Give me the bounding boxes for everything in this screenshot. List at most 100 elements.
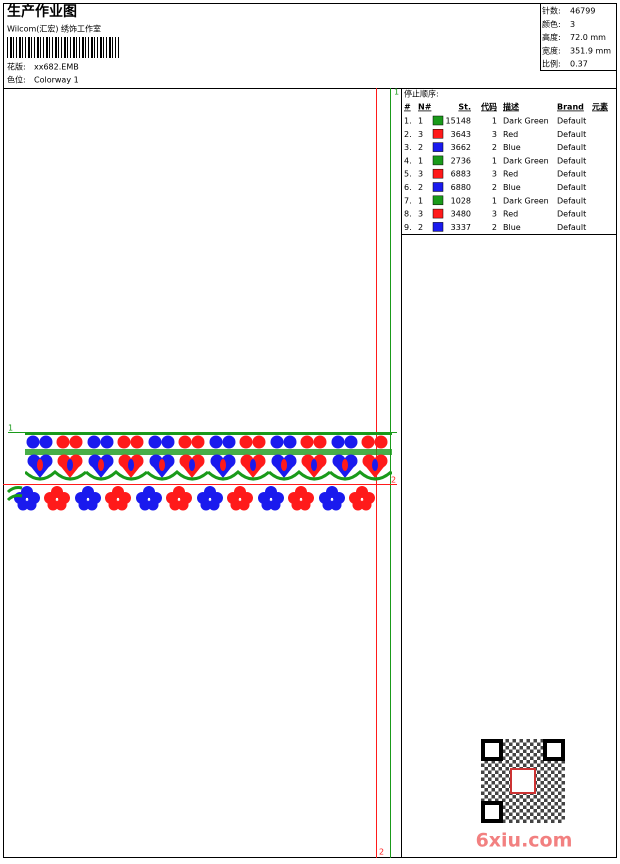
marker: 1	[8, 424, 13, 433]
cell: 1	[492, 156, 497, 165]
cell: Blue	[503, 223, 521, 232]
cell: Default	[557, 210, 586, 219]
info-label: 颜色:	[542, 19, 561, 29]
embroidery-design	[6, 486, 23, 502]
colorway: Colorway 1	[34, 76, 79, 85]
qr-code	[481, 739, 565, 823]
cell: 3337	[451, 223, 471, 232]
marker: 2	[391, 476, 396, 485]
cell: 2	[418, 143, 423, 152]
info-value: 72.0 mm	[570, 33, 606, 42]
column-header: Brand	[557, 103, 584, 112]
title: 生产作业图	[7, 3, 77, 20]
color-swatch	[432, 115, 444, 126]
cell: Red	[503, 130, 518, 139]
cell: 1	[418, 156, 423, 165]
cell: Default	[557, 130, 586, 139]
cell: 9.	[404, 223, 412, 232]
cell: 1028	[451, 196, 471, 205]
cell: Default	[557, 196, 586, 205]
color-swatch	[432, 168, 444, 179]
info-value: 0.37	[570, 60, 588, 69]
embroidery-design	[25, 432, 392, 482]
cell: 3	[418, 210, 423, 219]
cell: 1	[418, 117, 423, 126]
color-swatch	[432, 182, 444, 192]
column-header: 描述	[503, 102, 519, 112]
watermark: 6xiu.com	[476, 830, 573, 852]
cell: 3	[492, 210, 497, 219]
cell: 1.	[404, 117, 412, 126]
embroidery-design	[12, 484, 379, 512]
color-swatch	[432, 222, 444, 232]
colorway-label: 色位:	[7, 75, 26, 85]
cell: 15148	[446, 117, 471, 126]
column-header: 元素	[592, 102, 608, 112]
cell: Default	[557, 156, 586, 165]
cell: Default	[557, 117, 586, 126]
cell: Blue	[503, 143, 521, 152]
info-value: 351.9 mm	[570, 46, 611, 55]
info-label: 针数:	[542, 6, 561, 16]
cell: 6880	[451, 183, 471, 192]
cell: Default	[557, 223, 586, 232]
cell: 3	[418, 130, 423, 139]
cell: 2	[418, 183, 423, 192]
studio: Wilcom(汇宏) 绣饰工作室	[7, 24, 101, 34]
cell: 3662	[451, 143, 471, 152]
cell: Default	[557, 183, 586, 192]
cell: 2	[418, 223, 423, 232]
marker: 1	[394, 88, 399, 97]
cell: 1	[492, 117, 497, 126]
cell: Default	[557, 170, 586, 179]
info-label: 比例:	[542, 59, 561, 69]
cell: 2736	[451, 156, 471, 165]
barcode	[7, 37, 119, 58]
cell: 2	[492, 223, 497, 232]
cell: 2	[492, 183, 497, 192]
column-header: N#	[418, 103, 432, 112]
color-swatch	[432, 129, 444, 139]
cell: 6.	[404, 183, 412, 192]
cell: 3	[418, 170, 423, 179]
cell: 3.	[404, 143, 412, 152]
color-swatch	[432, 142, 444, 152]
cell: 6883	[451, 170, 471, 179]
cell: Red	[503, 210, 518, 219]
table-title: 停止顺序:	[404, 89, 439, 99]
cell: 3480	[451, 210, 471, 219]
design: xx682.EMB	[34, 63, 79, 72]
info-label: 高度:	[542, 32, 561, 42]
cell: 3	[492, 130, 497, 139]
color-swatch	[432, 208, 444, 219]
design-label: 花版:	[7, 62, 26, 72]
cell: 4.	[404, 156, 412, 165]
marker: 2	[379, 848, 384, 857]
cell: 8.	[404, 210, 412, 219]
cell: Dark Green	[503, 196, 549, 205]
info-value: 3	[570, 20, 575, 29]
info-label: 宽度:	[542, 45, 561, 55]
cell: 7.	[404, 196, 412, 205]
info-value: 46799	[570, 7, 595, 16]
cell: Blue	[503, 183, 521, 192]
column-header: St.	[458, 103, 471, 112]
cell: 1	[418, 196, 423, 205]
cell: Default	[557, 143, 586, 152]
cell: 2.	[404, 130, 412, 139]
cell: Dark Green	[503, 156, 549, 165]
cell: 3643	[451, 130, 471, 139]
frame	[3, 3, 617, 858]
cell: Red	[503, 170, 518, 179]
cell: 3	[492, 170, 497, 179]
color-swatch	[432, 155, 444, 166]
cell: 1	[492, 196, 497, 205]
color-swatch	[432, 195, 444, 206]
column-header: 代码	[480, 102, 497, 112]
cell: 2	[492, 143, 497, 152]
cell: 5.	[404, 170, 412, 179]
column-header: #	[404, 103, 411, 112]
cell: Dark Green	[503, 117, 549, 126]
